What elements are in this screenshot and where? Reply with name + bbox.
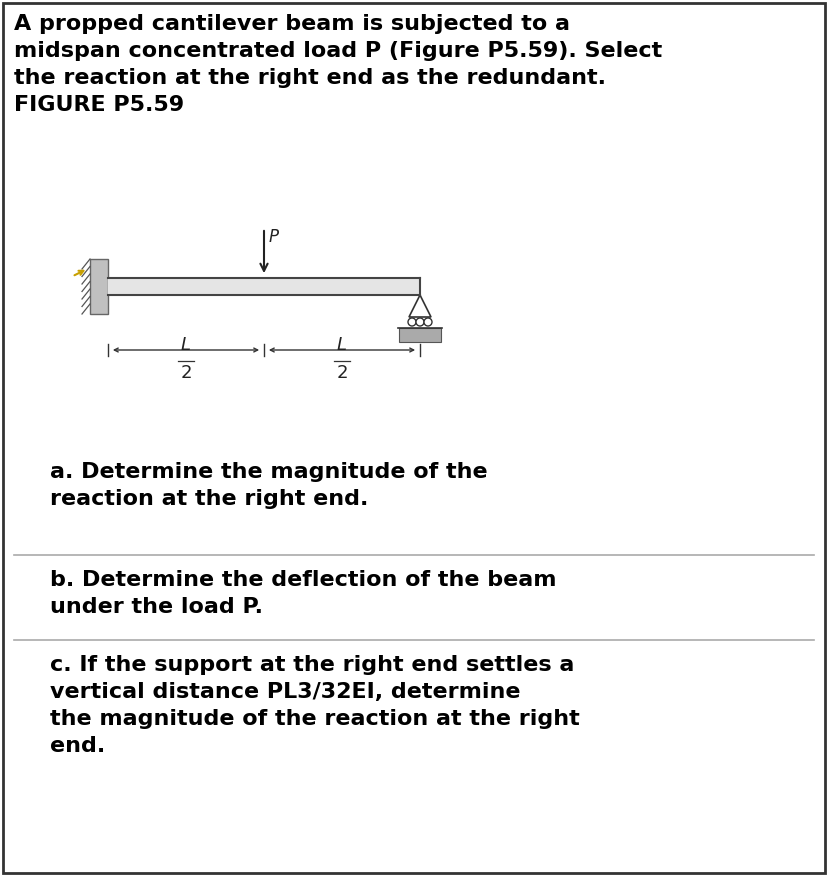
Text: the magnitude of the reaction at the right: the magnitude of the reaction at the rig… — [50, 709, 579, 729]
Bar — [90, 259, 108, 314]
Text: b. Determine the deflection of the beam: b. Determine the deflection of the beam — [50, 570, 556, 590]
Bar — [399, 328, 441, 342]
Text: L: L — [181, 336, 191, 354]
Text: reaction at the right end.: reaction at the right end. — [50, 489, 368, 509]
Text: c. If the support at the right end settles a: c. If the support at the right end settl… — [50, 655, 574, 675]
Polygon shape — [409, 295, 431, 317]
Text: 2: 2 — [336, 364, 347, 382]
Text: 2: 2 — [180, 364, 192, 382]
Bar — [108, 278, 419, 295]
Text: P: P — [269, 228, 279, 246]
Text: end.: end. — [50, 736, 105, 756]
Text: FIGURE P5.59: FIGURE P5.59 — [14, 95, 184, 115]
Text: the reaction at the right end as the redundant.: the reaction at the right end as the red… — [14, 68, 605, 88]
Text: midspan concentrated load P (Figure P5.59). Select: midspan concentrated load P (Figure P5.5… — [14, 41, 662, 61]
Circle shape — [423, 318, 432, 326]
Circle shape — [415, 318, 423, 326]
Text: A propped cantilever beam is subjected to a: A propped cantilever beam is subjected t… — [14, 14, 569, 34]
Text: vertical distance PL3/32EI, determine: vertical distance PL3/32EI, determine — [50, 682, 520, 702]
Circle shape — [408, 318, 415, 326]
Text: under the load P.: under the load P. — [50, 597, 263, 617]
Text: a. Determine the magnitude of the: a. Determine the magnitude of the — [50, 462, 487, 482]
Text: L: L — [337, 336, 347, 354]
